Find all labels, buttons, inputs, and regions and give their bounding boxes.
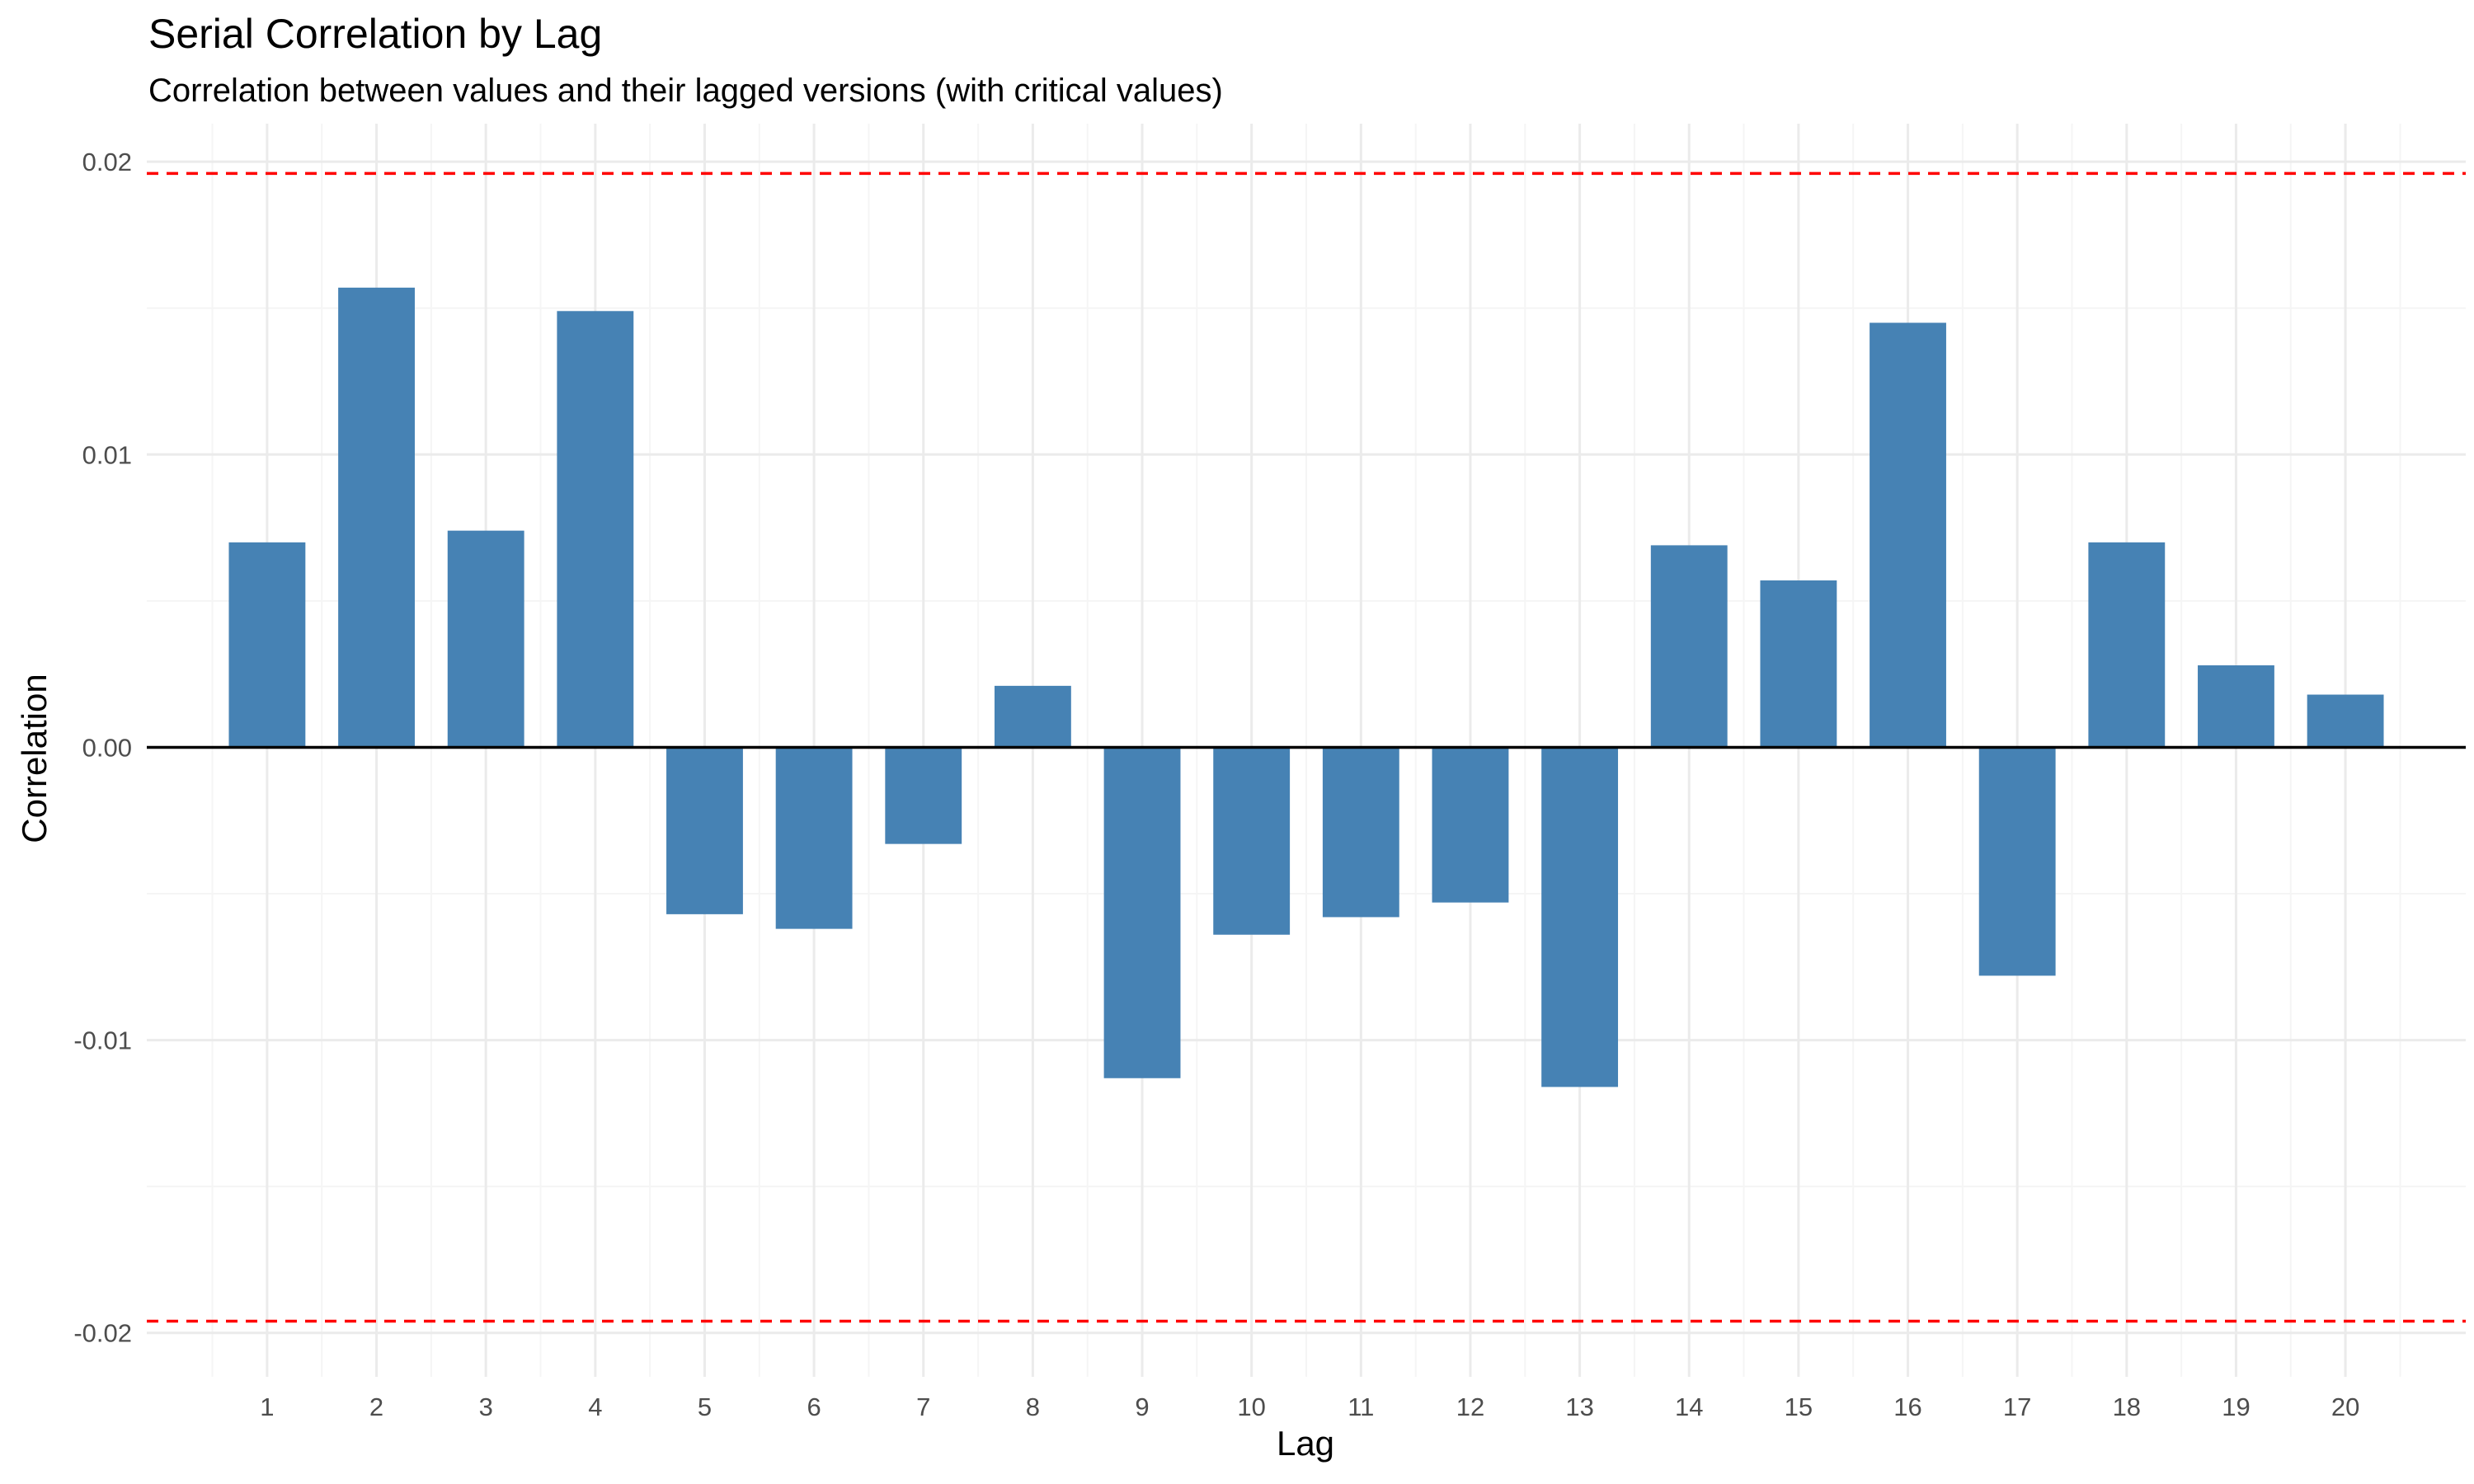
x-axis-label: Lag — [1276, 1424, 1335, 1463]
x-tick-label: 19 — [2222, 1392, 2250, 1421]
bar — [994, 685, 1071, 748]
x-tick-label: 11 — [1348, 1392, 1374, 1421]
bar — [666, 747, 743, 914]
bar — [557, 311, 634, 748]
x-tick-label: 2 — [369, 1392, 383, 1421]
y-tick-label: -0.01 — [73, 1026, 132, 1055]
x-tick-label: 9 — [1135, 1392, 1149, 1421]
bar — [2198, 665, 2274, 748]
bar — [1322, 747, 1399, 918]
x-tick-label: 12 — [1456, 1392, 1484, 1421]
x-tick-label: 15 — [1785, 1392, 1813, 1421]
bar — [1213, 747, 1291, 935]
x-tick-label: 20 — [2331, 1392, 2359, 1421]
chart-title: Serial Correlation by Lag — [148, 11, 603, 57]
x-tick-label: 7 — [916, 1392, 930, 1421]
x-tick-label: 17 — [2003, 1392, 2031, 1421]
bar — [228, 542, 306, 748]
bar — [338, 287, 415, 748]
bar — [885, 747, 962, 844]
bar — [1541, 747, 1619, 1087]
y-tick-label: 0.01 — [82, 440, 132, 469]
y-tick-label: 0.00 — [82, 733, 132, 762]
bar — [1760, 580, 1837, 748]
x-tick-label: 5 — [698, 1392, 712, 1421]
y-tick-label: -0.02 — [73, 1319, 132, 1348]
x-tick-label: 3 — [479, 1392, 493, 1421]
bar — [2088, 542, 2166, 748]
bar — [1978, 747, 2056, 976]
bar — [775, 747, 853, 929]
bar — [447, 530, 524, 748]
x-tick-label: 18 — [2113, 1392, 2141, 1421]
bar — [1650, 545, 1728, 748]
bar — [2307, 694, 2384, 748]
x-tick-label: 4 — [588, 1392, 602, 1421]
x-tick-label: 6 — [807, 1392, 821, 1421]
x-tick-label: 13 — [1565, 1392, 1593, 1421]
x-tick-label: 1 — [260, 1392, 274, 1421]
x-tick-label: 10 — [1237, 1392, 1265, 1421]
y-tick-label: 0.02 — [82, 148, 132, 176]
x-tick-label: 14 — [1675, 1392, 1703, 1421]
x-tick-label: 8 — [1026, 1392, 1040, 1421]
bar — [1870, 322, 1946, 748]
bar — [1432, 747, 1509, 903]
x-tick-label: 16 — [1893, 1392, 1921, 1421]
bar — [1103, 747, 1181, 1078]
chart-subtitle: Correlation between values and their lag… — [148, 73, 1223, 109]
